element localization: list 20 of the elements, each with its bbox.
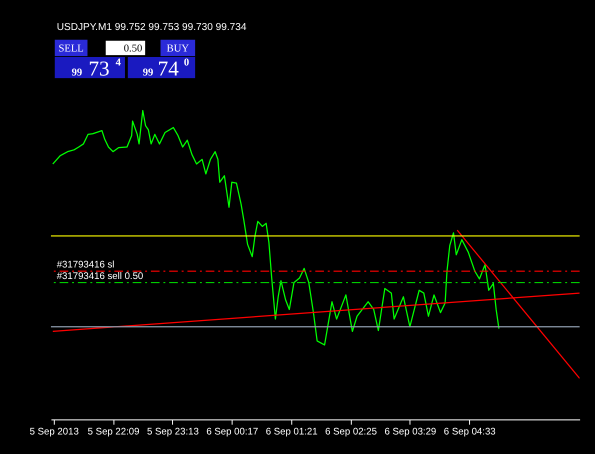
text: 99 bbox=[142, 67, 154, 78]
x-tick-label: 6 Sep 00:17 bbox=[206, 426, 258, 438]
ref-line-label: #31793416 sell 0.50 bbox=[56, 270, 144, 282]
x-tick-label: 5 Sep 23:13 bbox=[147, 426, 199, 438]
x-tick-label: 5 Sep 22:09 bbox=[88, 426, 140, 438]
text: BUY bbox=[166, 43, 190, 54]
text: 74 bbox=[158, 56, 180, 80]
x-tick-label: 6 Sep 02:25 bbox=[325, 426, 377, 438]
x-tick-label: 6 Sep 04:33 bbox=[444, 426, 496, 438]
text: 73 bbox=[88, 56, 110, 80]
x-tick-label: 5 Sep 2013 bbox=[30, 426, 79, 438]
x-tick-label: 6 Sep 03:29 bbox=[384, 426, 436, 438]
text: 0 bbox=[184, 58, 190, 69]
text: 99 bbox=[72, 67, 82, 78]
text: SELL bbox=[58, 43, 84, 54]
x-tick-label: 6 Sep 01:21 bbox=[266, 426, 318, 438]
chart-title: USDJPY.M1 99.752 99.753 99.730 99.734 bbox=[56, 22, 247, 34]
ref-line-label: #31793416 sl bbox=[56, 259, 114, 270]
text: 4 bbox=[116, 58, 122, 69]
text: 0.50 bbox=[124, 43, 142, 54]
